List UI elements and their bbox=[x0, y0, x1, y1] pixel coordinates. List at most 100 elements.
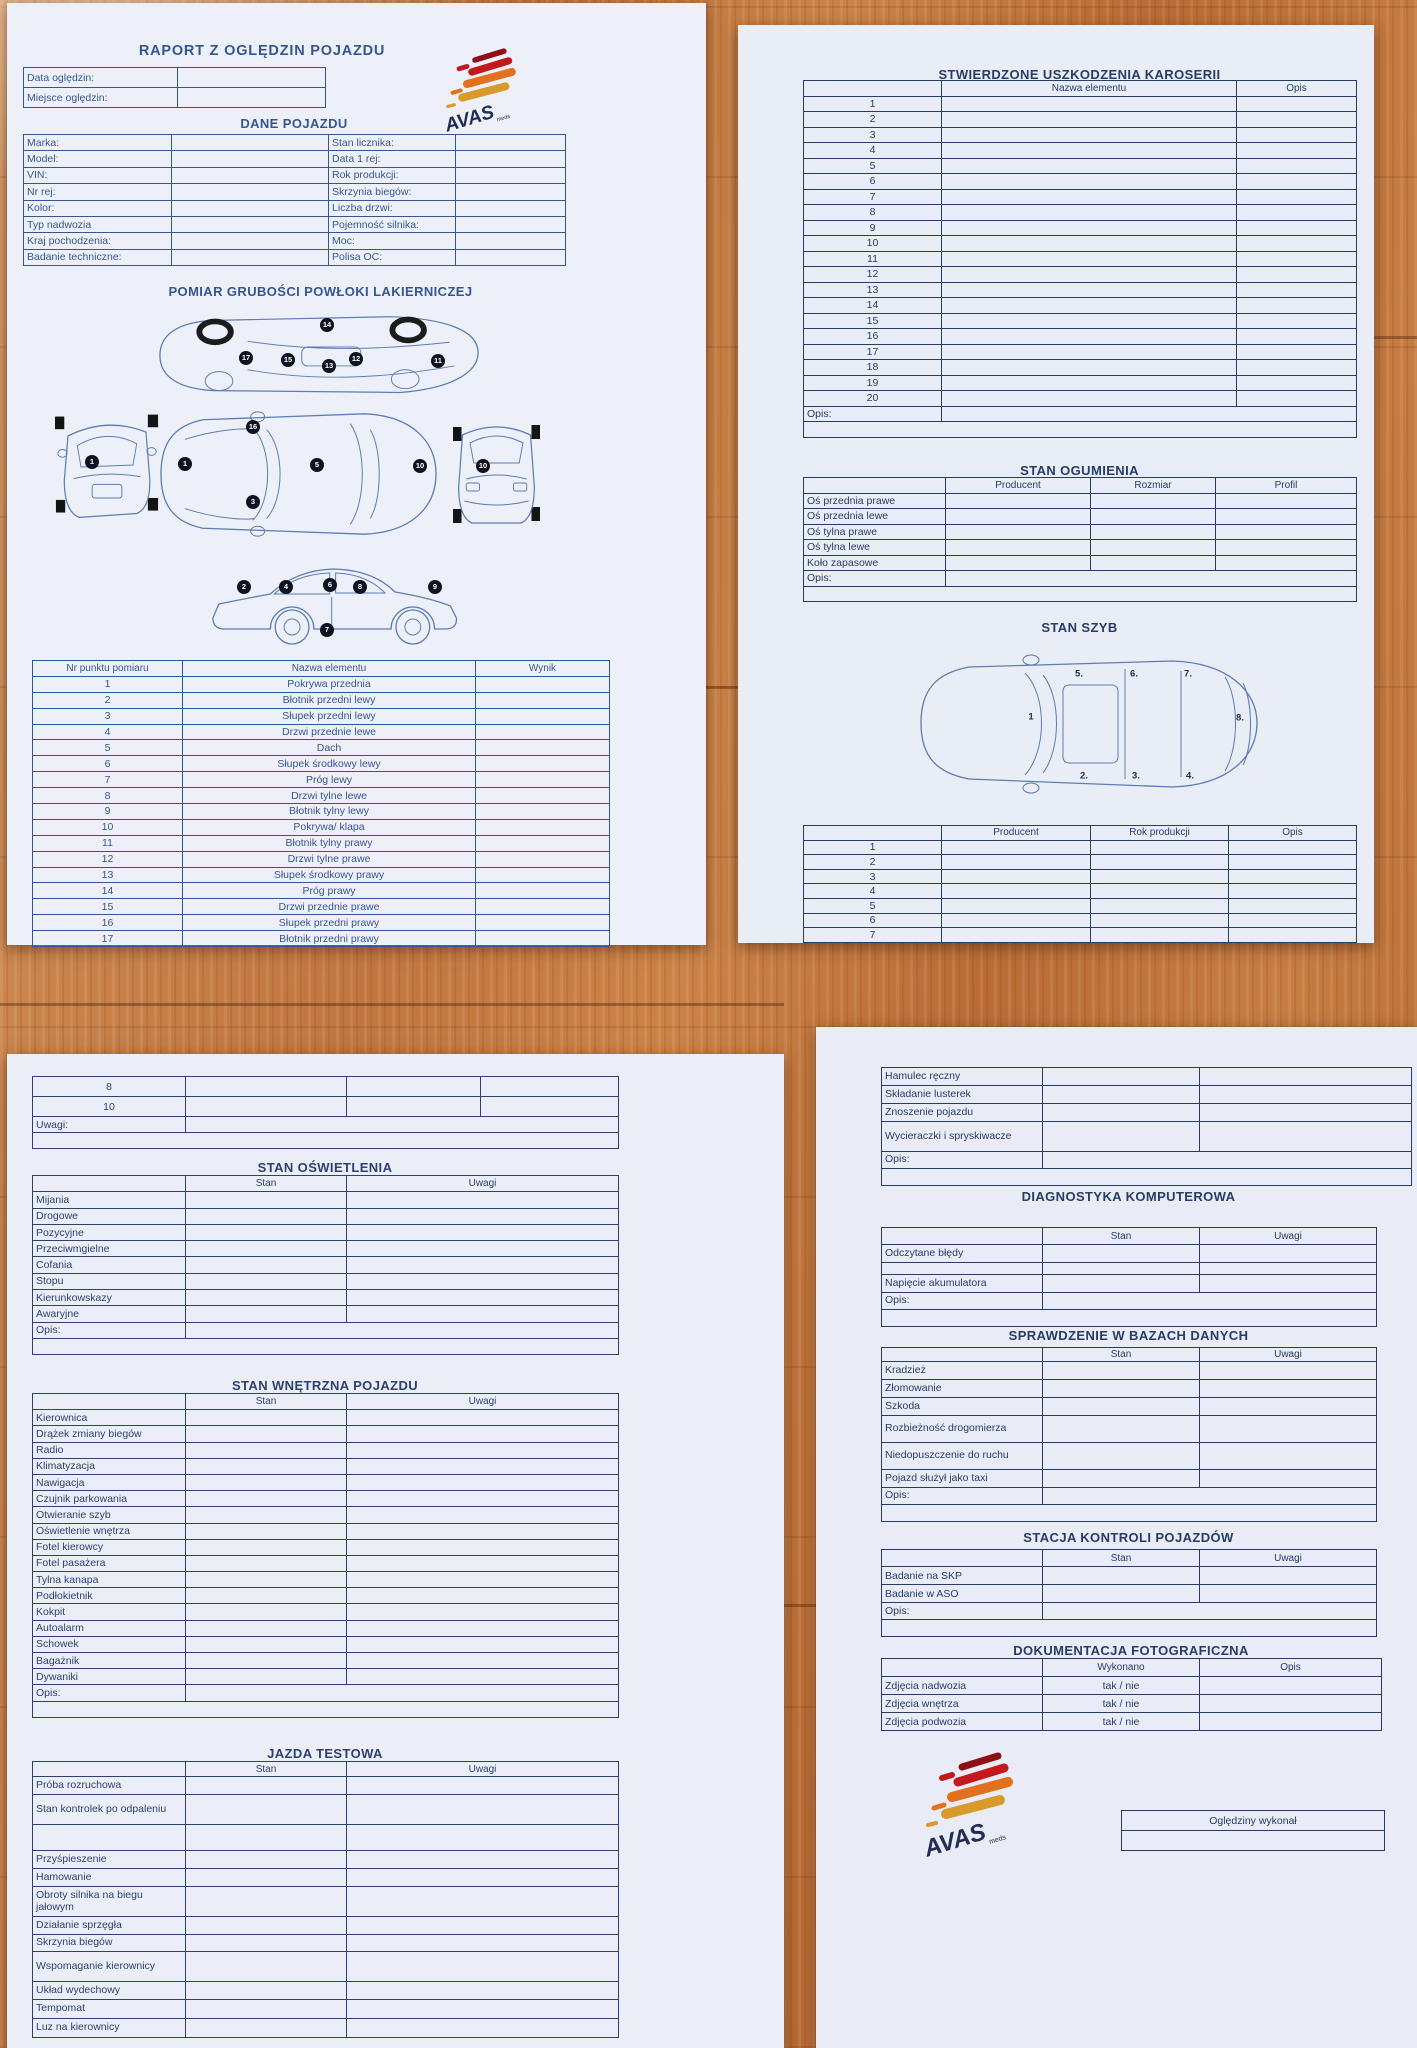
table-cell bbox=[455, 248, 566, 267]
wood-plank-seam bbox=[784, 1604, 817, 1607]
table-cell bbox=[185, 1603, 347, 1621]
table-cell: Rozbieżność drogomierza bbox=[881, 1415, 1043, 1443]
table-cell bbox=[185, 1289, 347, 1307]
report-page-3: 8 10 Uwagi: STAN OŚWIETLENIA Stan Uwagi M… bbox=[7, 1054, 784, 2048]
table-cell bbox=[346, 1554, 619, 1573]
table-cell bbox=[1090, 839, 1229, 856]
table-row: Hamowanie bbox=[32, 1868, 619, 1887]
col-header: Rozmiar bbox=[1090, 477, 1216, 494]
table-cell bbox=[1236, 235, 1357, 252]
table-cell: 6 bbox=[803, 173, 942, 190]
table-row: Awaryjne bbox=[32, 1305, 619, 1323]
table-cell bbox=[941, 359, 1237, 376]
notes-field bbox=[881, 1309, 1377, 1327]
table-cell bbox=[941, 173, 1237, 190]
table-cell bbox=[1090, 897, 1229, 914]
table-cell bbox=[941, 328, 1237, 345]
table-cell bbox=[185, 1554, 347, 1573]
col-header bbox=[881, 1347, 1043, 1362]
table-cell bbox=[171, 133, 329, 152]
table-cell: Badanie techniczne: bbox=[23, 248, 172, 267]
section-title-interior: STAN WNĘTRZNA POJAZDU bbox=[231, 1378, 419, 1393]
table-row: Kierownica bbox=[32, 1409, 619, 1427]
table-cell: 9 bbox=[32, 803, 183, 820]
test-drive-table-continued: Hamulec ręczny Składanie lusterek Znoszeni… bbox=[881, 1067, 1412, 1186]
table-cell bbox=[185, 1096, 347, 1117]
table-cell bbox=[1090, 883, 1229, 899]
table-cell: Nawigacja bbox=[32, 1473, 186, 1492]
section-title-damage: STWIERDZONE USZKODZENIA KAROSERII bbox=[938, 67, 1221, 82]
table-cell bbox=[1236, 390, 1357, 407]
table-row: 14 Próg prawy bbox=[32, 882, 610, 900]
table-cell bbox=[941, 343, 1237, 360]
table-cell: Szkoda bbox=[881, 1397, 1043, 1416]
table-row: Tylna kanapa bbox=[32, 1571, 619, 1589]
logo-sub-text: meds bbox=[988, 1834, 1007, 1846]
table-cell: Znoszenie pojazdu bbox=[881, 1103, 1043, 1122]
measure-point-14: 14 bbox=[320, 318, 334, 332]
table-cell bbox=[1042, 1415, 1200, 1443]
table-cell bbox=[185, 1473, 347, 1492]
opis-label: Opis: bbox=[881, 1602, 1043, 1620]
table-cell: Próg prawy bbox=[182, 882, 476, 900]
col-header-nazwa: Nazwa elementu bbox=[182, 660, 476, 677]
table-row: Wspomaganie kierownicy bbox=[32, 1951, 619, 1982]
table-cell: Układ wydechowy bbox=[32, 1981, 186, 2000]
table-row: Drążek zmiany biegów bbox=[32, 1425, 619, 1443]
table-cell bbox=[941, 883, 1091, 899]
table-cell bbox=[1090, 854, 1229, 870]
table-row: 2 bbox=[803, 111, 1357, 128]
table-row: Oś przednia prawe bbox=[803, 492, 1357, 509]
section-title-lights: STAN OŚWIETLENIA bbox=[257, 1160, 393, 1175]
opis-label: Opis: bbox=[881, 1292, 1043, 1310]
table-cell bbox=[346, 1651, 619, 1670]
table-row: Rozbieżność drogomierza bbox=[881, 1415, 1377, 1443]
table-cell: Kokpit bbox=[32, 1603, 186, 1621]
table-cell bbox=[1199, 1244, 1377, 1263]
table-cell bbox=[346, 1538, 619, 1556]
table-cell: Pojazd służył jako taxi bbox=[881, 1469, 1043, 1488]
table-cell: Data oględzin: bbox=[23, 67, 178, 88]
table-cell: 10 bbox=[32, 818, 183, 836]
page-title: RAPORT Z OGLĘDZIN POJAZDU bbox=[138, 43, 386, 59]
table-cell: 19 bbox=[803, 374, 942, 391]
measure-point-1: 1 bbox=[85, 455, 99, 469]
table-cell bbox=[941, 897, 1091, 914]
table-cell: Skrzynia biegów bbox=[32, 1934, 186, 1952]
table-cell: Działanie sprzęgła bbox=[32, 1916, 186, 1935]
table-cell: 3 bbox=[803, 868, 942, 885]
body-damage-table: Nazwa elementu Opis 1 2 3 4 5 6 7 8 9 10 11 12 13 14 1… bbox=[803, 80, 1357, 438]
col-header: Wykonano bbox=[1042, 1658, 1200, 1677]
table-cell: Błotnik tylny lewy bbox=[182, 803, 476, 820]
table-cell: Autoalarm bbox=[32, 1619, 186, 1637]
table-cell bbox=[941, 188, 1237, 205]
table-cell bbox=[1215, 554, 1357, 571]
table-cell bbox=[1236, 204, 1357, 221]
table-row: Miejsce oględzin: bbox=[23, 87, 326, 108]
table-cell: VIN: bbox=[23, 166, 172, 185]
table-cell bbox=[185, 1223, 347, 1242]
table-row: Oś przednia lewe bbox=[803, 508, 1357, 525]
table-cell bbox=[177, 67, 326, 88]
table-cell: Cofania bbox=[32, 1256, 186, 1274]
table-row: Stan kontrolek po odpaleniu bbox=[32, 1794, 619, 1825]
col-header: Rok produkcji bbox=[1090, 825, 1229, 841]
table-cell bbox=[185, 1256, 347, 1274]
table-cell bbox=[475, 803, 610, 820]
table-row: Skrzynia biegów bbox=[32, 1934, 619, 1952]
table-row: 11 Błotnik tylny prawy bbox=[32, 834, 610, 852]
table-row: 4 Drzwi przednie lewe bbox=[32, 723, 610, 741]
table-cell: Przeciwmgielne bbox=[32, 1240, 186, 1258]
table-cell bbox=[1199, 1442, 1377, 1470]
table-cell bbox=[346, 1096, 481, 1117]
table-cell: 12 bbox=[803, 266, 942, 283]
table-row: 15 Drzwi przednie prawe bbox=[32, 898, 610, 916]
table-cell: 8 bbox=[803, 204, 942, 221]
table-cell: Oś przednia lewe bbox=[803, 508, 946, 525]
signature-label: Oględziny wykonał bbox=[1121, 1810, 1385, 1831]
table-cell bbox=[1228, 912, 1357, 929]
table-cell bbox=[1199, 1694, 1382, 1713]
table-cell bbox=[941, 374, 1237, 391]
diagnostics-table: Stan Uwagi Odczytane błędy Napięcie akumu… bbox=[881, 1227, 1377, 1327]
table-cell bbox=[346, 1635, 619, 1654]
